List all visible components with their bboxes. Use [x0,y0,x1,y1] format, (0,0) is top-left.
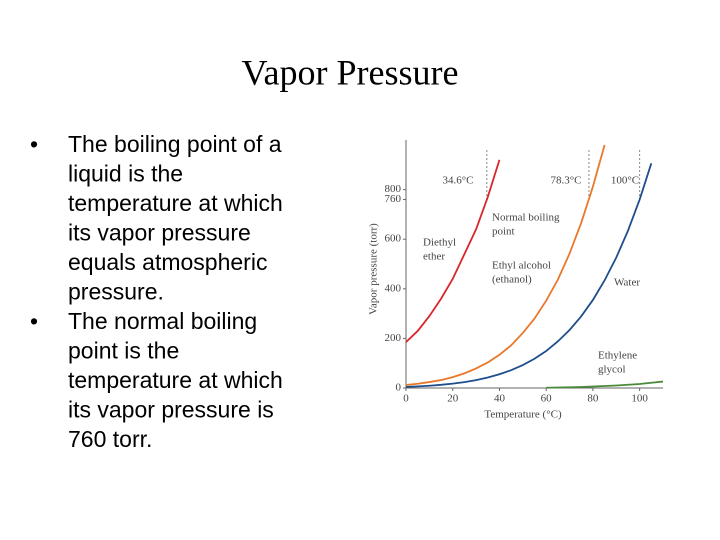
x-tick-label: 40 [494,393,506,405]
boiling-label: 100°C [611,175,639,187]
series-label: Ethylene [598,350,637,362]
bullet-text: liquid is the [68,161,183,187]
y-tick-label: 600 [385,233,402,245]
series-label: ether [423,251,445,263]
bullet-text: pressure. [68,279,164,305]
x-tick-label: 20 [447,393,459,405]
bullet-text: The normal boiling [68,308,257,334]
bullet-text: temperature at which [68,190,283,216]
y-tick-label: 760 [385,193,402,205]
bullet-text: point is the [68,338,179,364]
series-label: Water [614,277,640,289]
bullet-text: 760 torr. [68,426,152,452]
series-line [405,144,606,386]
series-label: Diethyl [423,237,456,249]
x-tick-label: 100 [631,393,648,405]
y-tick-label: 200 [385,332,402,344]
bullet-text: its vapor pressure [68,220,251,246]
x-axis-label: Temperature (°C) [484,409,562,421]
series-line [405,159,501,343]
slide-title: Vapor Pressure [242,52,459,92]
bullet-text: equals atmospheric [68,249,267,275]
bullet-dot: • [30,308,38,334]
bullet-text: its vapor pressure is [68,397,274,423]
bullet-text: The boiling point of a [68,131,282,157]
y-tick-label: 0 [396,382,402,394]
series-line [546,380,664,389]
x-tick-label: 60 [541,393,553,405]
series-label: (ethanol) [492,274,532,286]
bullet-text: temperature at which [68,367,283,393]
x-tick-label: 80 [587,393,599,405]
boiling-note: point [492,226,515,238]
bullet-dot: • [30,131,38,157]
series-line [405,163,653,388]
boiling-label: 78.3°C [551,175,582,187]
y-tick-label: 400 [385,282,402,294]
series-label: glycol [598,364,626,376]
boiling-note: Normal boiling [492,212,560,224]
series-label: Ethyl alcohol [492,260,551,272]
y-axis-label: Vapor pressure (torr) [368,223,380,315]
x-tick-label: 0 [403,393,409,405]
boiling-label: 34.6°C [443,175,474,187]
y-tick-label: 800 [385,183,402,195]
